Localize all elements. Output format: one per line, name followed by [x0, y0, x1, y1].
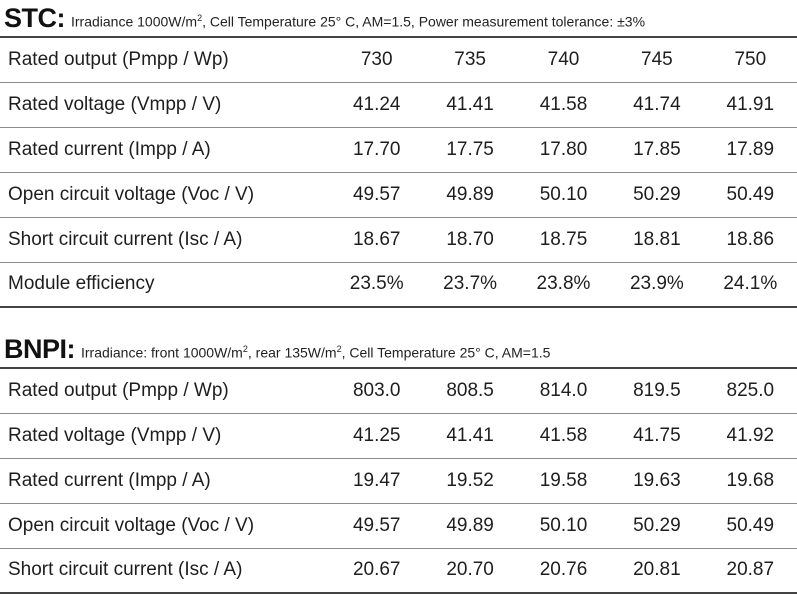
table-cell: 49.57 — [330, 503, 424, 549]
table-row: Module efficiency 23.5% 23.7% 23.8% 23.9% 24.… — [0, 262, 797, 308]
bnpi-conditions: Irradiance: front 1000W/m2, rear 135W/m2… — [81, 331, 550, 367]
bnpi-table: Rated output (Pmpp / Wp) 803.0 808.5 814.0 8… — [0, 367, 797, 594]
stc-header: STC: Irradiance 1000W/m2, Cell Temperatu… — [0, 0, 797, 36]
table-cell: 23.8% — [516, 262, 611, 308]
stc-conditions-sup: 2 — [197, 13, 203, 24]
row-label: Module efficiency — [0, 262, 331, 308]
stc-section: STC: Irradiance 1000W/m2, Cell Temperatu… — [0, 0, 797, 308]
table-cell: 17.80 — [516, 127, 611, 173]
table-cell: 49.89 — [423, 503, 517, 549]
row-label: Rated current (Impp / A) — [0, 127, 331, 173]
table-cell: 17.89 — [703, 127, 797, 173]
table-cell: 23.9% — [610, 262, 704, 308]
table-cell: 814.0 — [516, 367, 611, 414]
table-cell: 49.89 — [423, 172, 517, 218]
table-row: Rated voltage (Vmpp / V) 41.25 41.41 41.58 4… — [0, 413, 797, 459]
row-label: Rated voltage (Vmpp / V) — [0, 82, 331, 128]
table-cell: 20.67 — [330, 548, 424, 594]
table-cell: 808.5 — [423, 367, 517, 414]
row-label: Rated output (Pmpp / Wp) — [0, 367, 331, 414]
table-cell: 20.70 — [423, 548, 517, 594]
table-cell: 20.76 — [516, 548, 611, 594]
table-cell: 18.86 — [703, 217, 797, 263]
table-cell: 18.81 — [610, 217, 704, 263]
table-row: Open circuit voltage (Voc / V) 49.57 49.89… — [0, 503, 797, 549]
table-cell: 19.58 — [516, 458, 611, 504]
table-cell: 41.24 — [330, 82, 424, 128]
table-cell: 41.91 — [703, 82, 797, 128]
row-label: Rated current (Impp / A) — [0, 458, 331, 504]
bnpi-header: BNPI: Irradiance: front 1000W/m2, rear 1… — [0, 331, 797, 367]
table-cell: 41.58 — [516, 82, 611, 128]
table-cell: 24.1% — [703, 262, 797, 308]
table-cell: 730 — [330, 36, 424, 83]
table-cell: 23.7% — [423, 262, 517, 308]
table-cell: 20.87 — [703, 548, 797, 594]
bnpi-conditions-sup: 2 — [242, 344, 248, 355]
table-cell: 23.5% — [330, 262, 424, 308]
table-cell: 41.58 — [516, 413, 611, 459]
table-row: Open circuit voltage (Voc / V) 49.57 49.89… — [0, 172, 797, 218]
bnpi-conditions-sup2: 2 — [336, 344, 342, 355]
row-label: Rated output (Pmpp / Wp) — [0, 36, 331, 83]
table-cell: 18.67 — [330, 217, 424, 263]
table-cell: 18.75 — [516, 217, 611, 263]
table-row: Rated output (Pmpp / Wp) 803.0 808.5 814.0 8… — [0, 367, 797, 414]
table-cell: 41.74 — [610, 82, 704, 128]
row-label: Short circuit current (Isc / A) — [0, 548, 331, 594]
table-cell: 41.41 — [423, 82, 517, 128]
table-cell: 49.57 — [330, 172, 424, 218]
stc-conditions: Irradiance 1000W/m2, Cell Temperature 25… — [71, 0, 645, 36]
stc-conditions-pre: Irradiance 1000W/m — [71, 14, 198, 30]
table-cell: 17.85 — [610, 127, 704, 173]
table-cell: 50.29 — [610, 172, 704, 218]
bnpi-conditions-pre: Irradiance: front 1000W/m — [81, 345, 243, 361]
table-cell: 50.10 — [516, 503, 611, 549]
table-cell: 41.41 — [423, 413, 517, 459]
row-label: Open circuit voltage (Voc / V) — [0, 172, 331, 218]
table-cell: 17.70 — [330, 127, 424, 173]
bnpi-conditions-mid: , rear 135W/m — [247, 345, 337, 361]
table-row: Rated voltage (Vmpp / V) 41.24 41.41 41.58 4… — [0, 82, 797, 128]
table-cell: 50.10 — [516, 172, 611, 218]
row-label: Short circuit current (Isc / A) — [0, 217, 331, 263]
table-cell: 19.68 — [703, 458, 797, 504]
bnpi-conditions-post: , Cell Temperature 25° C, AM=1.5 — [341, 345, 551, 361]
table-row: Short circuit current (Isc / A) 18.67 18.7… — [0, 217, 797, 263]
table-cell: 50.29 — [610, 503, 704, 549]
table-cell: 19.47 — [330, 458, 424, 504]
table-row: Rated output (Pmpp / Wp) 730 735 740 745 750 — [0, 36, 797, 83]
table-cell: 825.0 — [703, 367, 797, 414]
table-cell: 803.0 — [330, 367, 424, 414]
table-cell: 750 — [703, 36, 797, 83]
table-cell: 41.25 — [330, 413, 424, 459]
table-cell: 745 — [610, 36, 704, 83]
table-cell: 17.75 — [423, 127, 517, 173]
table-cell: 50.49 — [703, 503, 797, 549]
table-cell: 735 — [423, 36, 517, 83]
table-row: Short circuit current (Isc / A) 20.67 20.7… — [0, 548, 797, 594]
table-row: Rated current (Impp / A) 19.47 19.52 19.58 1… — [0, 458, 797, 504]
table-cell: 19.63 — [610, 458, 704, 504]
bnpi-title: BNPI: — [4, 334, 76, 364]
stc-title: STC: — [4, 3, 66, 33]
table-row: Rated current (Impp / A) 17.70 17.75 17.80 1… — [0, 127, 797, 173]
row-label: Open circuit voltage (Voc / V) — [0, 503, 331, 549]
stc-conditions-post: , Cell Temperature 25° C, AM=1.5, Power … — [202, 14, 646, 30]
table-cell: 41.92 — [703, 413, 797, 459]
table-cell: 41.75 — [610, 413, 704, 459]
table-cell: 740 — [516, 36, 611, 83]
table-cell: 50.49 — [703, 172, 797, 218]
table-cell: 18.70 — [423, 217, 517, 263]
row-label: Rated voltage (Vmpp / V) — [0, 413, 331, 459]
stc-table: Rated output (Pmpp / Wp) 730 735 740 745 750 R… — [0, 36, 797, 308]
table-cell: 20.81 — [610, 548, 704, 594]
table-cell: 819.5 — [610, 367, 704, 414]
table-cell: 19.52 — [423, 458, 517, 504]
bnpi-section: BNPI: Irradiance: front 1000W/m2, rear 1… — [0, 331, 797, 594]
